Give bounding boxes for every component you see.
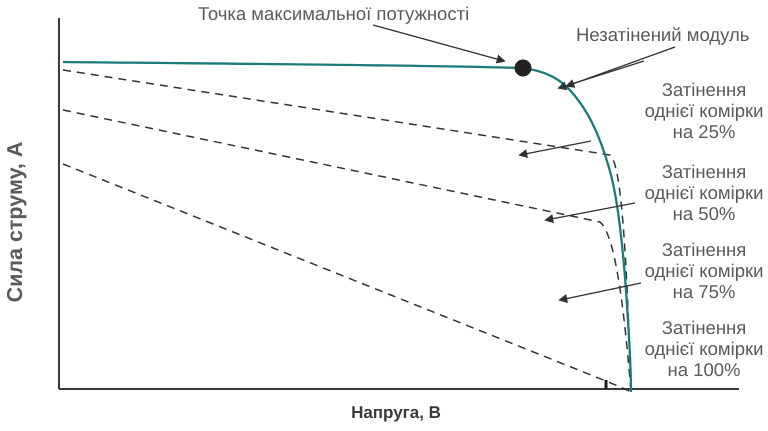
svg-text:на 50%: на 50% [673,203,736,224]
svg-text:Сила струму, А: Сила струму, А [3,142,27,303]
svg-text:Напруга, В: Напруга, В [351,403,441,422]
svg-text:Затінення: Затінення [662,79,747,100]
svg-text:однієї комірки: однієї комірки [645,182,764,203]
svg-text:на 75%: на 75% [673,281,736,302]
svg-text:однієї комірки: однієї комірки [645,338,764,359]
svg-text:однієї комірки: однієї комірки [645,100,764,121]
svg-text:на 25%: на 25% [673,121,736,142]
svg-text:однієї комірки: однієї комірки [645,260,764,281]
svg-text:Затінення: Затінення [662,317,747,338]
svg-text:Затінення: Затінення [662,239,747,260]
svg-text:на 100%: на 100% [668,359,741,380]
svg-text:Затінення: Затінення [662,161,747,182]
svg-text:Точка максимальної потужності: Точка максимальної потужності [198,3,469,24]
svg-text:Незатінений модуль: Незатінений модуль [576,24,749,45]
